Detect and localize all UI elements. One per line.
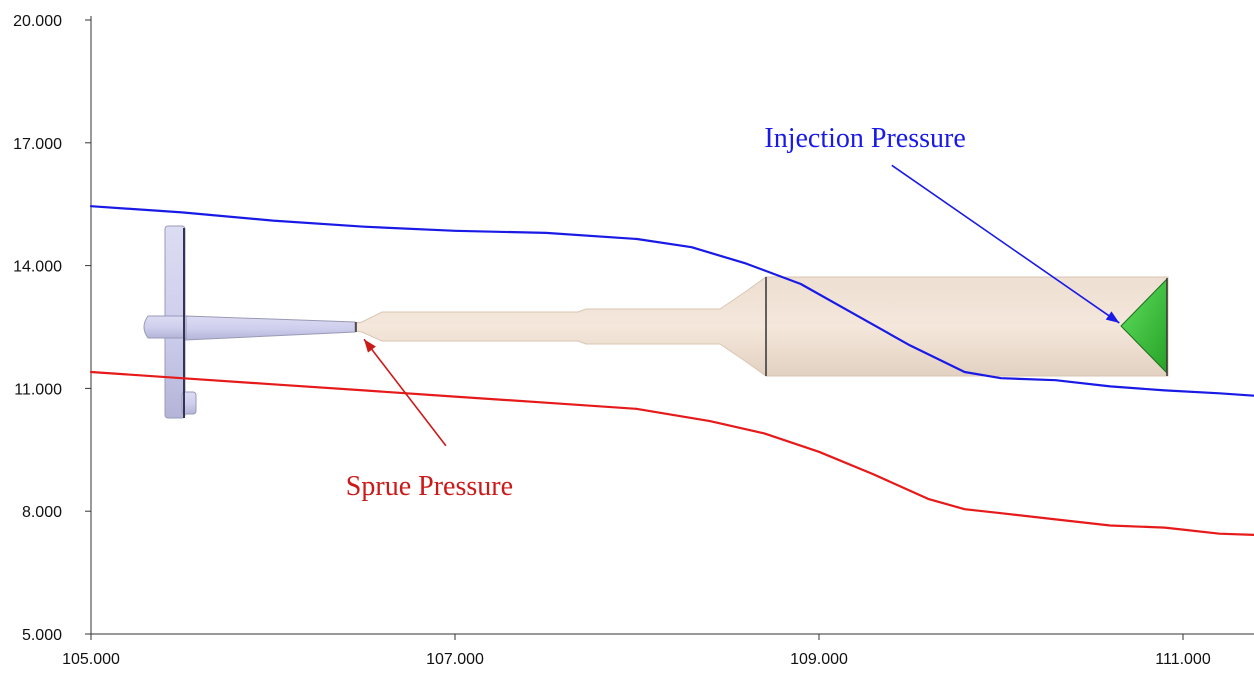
- series-line-1: [89, 205, 1254, 397]
- annotation-arrow-line: [891, 164, 1120, 324]
- annotation-label: Sprue Pressure: [346, 471, 513, 502]
- annotation-label: Injection Pressure: [764, 123, 965, 154]
- y-tick-label: 11.000: [14, 381, 62, 398]
- y-tick-label: 17.000: [13, 136, 62, 153]
- axes: 5.000 8.000 11.000 14.000 17.000 20.000 105.00…: [13, 13, 1254, 668]
- series-line-2: [89, 370, 1254, 536]
- annotation-arrowhead: [364, 339, 376, 353]
- runner-part: [143, 225, 356, 419]
- annotation-arrowhead: [1105, 311, 1120, 323]
- x-tick-label: 105.000: [62, 651, 120, 668]
- series-layer: [89, 205, 1254, 536]
- y-tick-label: 8.000: [22, 504, 62, 521]
- x-tick-label: 111.000: [1155, 651, 1211, 668]
- nozzle-barrel: [355, 276, 1169, 377]
- x-tick-label: 107.000: [426, 651, 484, 668]
- annotation-arrow-line: [363, 338, 447, 447]
- annotation-layer: Injection Pressure Sprue Pressure: [346, 123, 1120, 502]
- y-tick-label: 5.000: [22, 627, 62, 644]
- x-tick-label: 109.000: [790, 651, 848, 668]
- injection-unit-illustration: [143, 225, 1169, 419]
- y-tick-label: 14.000: [13, 259, 62, 276]
- y-tick-label: 20.000: [13, 13, 62, 30]
